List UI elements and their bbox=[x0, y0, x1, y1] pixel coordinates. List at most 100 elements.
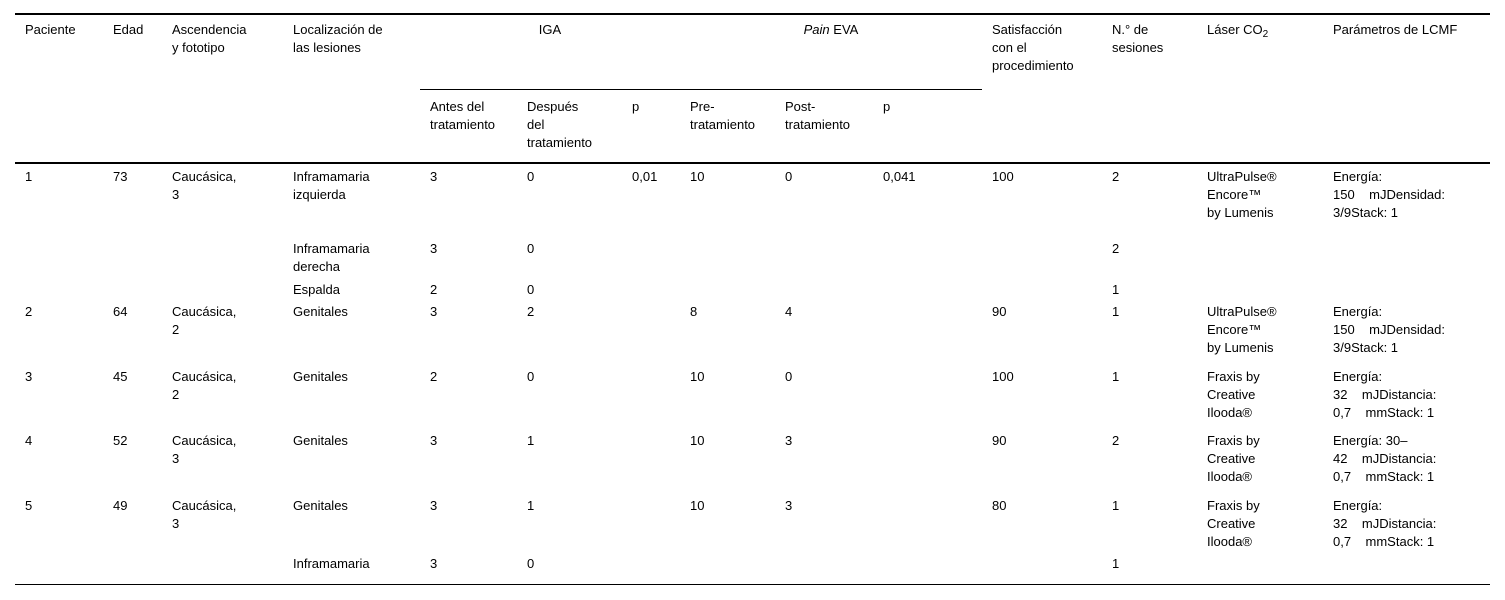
cell-eva-p bbox=[873, 428, 982, 493]
cell-iga-despues: 0 bbox=[527, 369, 535, 384]
cell-sesiones: 2 bbox=[1112, 169, 1120, 184]
cell-iga-p bbox=[622, 428, 680, 493]
laser-co2-prefix: Láser CO bbox=[1207, 22, 1263, 37]
cell-localizacion: Espalda bbox=[293, 282, 340, 297]
cell-edad: 73 bbox=[113, 169, 128, 184]
cell-paciente bbox=[15, 236, 103, 277]
cell-parametros: Energía: 32 mJDistancia: 0,7 mmStack: 1 bbox=[1333, 369, 1437, 420]
cell-paciente: 3 bbox=[25, 369, 33, 384]
table-row-patient-1-location-2: Inframamaria derecha 3 0 2 bbox=[15, 236, 1490, 277]
cell-eva-post: 4 bbox=[785, 304, 793, 319]
cell-laser: Fraxis by Creative Ilooda® bbox=[1207, 498, 1260, 549]
table-row-patient-2: 2 64 Caucásica, 2 Genitales 3 2 8 4 90 1… bbox=[15, 299, 1490, 364]
cell-parametros bbox=[1323, 236, 1490, 277]
col-header-iga-despues: Después del tratamiento bbox=[517, 89, 622, 164]
cell-parametros bbox=[1323, 277, 1490, 299]
col-header-edad: Edad bbox=[103, 14, 162, 164]
cell-sesiones: 1 bbox=[1112, 369, 1120, 384]
col-header-eva-p: p bbox=[873, 89, 982, 164]
col-header-paciente: Paciente bbox=[15, 14, 103, 164]
cell-localizacion: Inframamaria izquierda bbox=[293, 169, 370, 202]
cell-iga-despues: 0 bbox=[527, 241, 535, 256]
cell-satisfaccion bbox=[982, 277, 1102, 299]
cell-iga-despues: 1 bbox=[527, 433, 535, 448]
cell-paciente bbox=[15, 277, 103, 299]
table-row-patient-5-location-2: Inframamaria 3 0 1 bbox=[15, 551, 1490, 584]
cell-satisfaccion bbox=[982, 236, 1102, 277]
cell-eva-p bbox=[873, 299, 982, 364]
cell-laser bbox=[1197, 236, 1323, 277]
cell-laser: Fraxis by Creative Ilooda® bbox=[1207, 433, 1260, 484]
cell-parametros: Energía: 150 mJDensidad: 3/9Stack: 1 bbox=[1333, 304, 1446, 355]
cell-edad: 49 bbox=[113, 498, 128, 513]
cell-localizacion: Genitales bbox=[293, 304, 348, 319]
table-header: Paciente Edad Ascendencia y fototipo Loc… bbox=[15, 14, 1490, 164]
cell-paciente: 4 bbox=[25, 433, 33, 448]
group-header-pain-eva: Pain EVA bbox=[680, 14, 982, 90]
cell-ascendencia bbox=[162, 277, 283, 299]
cell-eva-pre bbox=[680, 236, 775, 277]
cell-laser: UltraPulse® Encore™ by Lumenis bbox=[1207, 169, 1277, 220]
cell-parametros: Energía: 30– 42 mJDistancia: 0,7 mmStack… bbox=[1333, 433, 1437, 484]
group-header-iga: IGA bbox=[420, 14, 680, 90]
cell-ascendencia: Caucásica, 2 bbox=[172, 369, 237, 402]
pain-italic-label: Pain bbox=[803, 22, 830, 37]
cell-ascendencia: Caucásica, 3 bbox=[172, 433, 237, 466]
cell-edad: 52 bbox=[113, 433, 128, 448]
cell-satisfaccion: 100 bbox=[992, 369, 1014, 384]
cell-iga-p bbox=[622, 277, 680, 299]
cell-paciente bbox=[15, 551, 103, 584]
col-header-laser-co2: Láser CO2 bbox=[1197, 14, 1323, 164]
col-header-sesiones: N.° de sesiones bbox=[1102, 14, 1197, 164]
cell-eva-post: 0 bbox=[785, 369, 793, 384]
cell-parametros bbox=[1323, 551, 1490, 584]
cell-eva-pre bbox=[680, 277, 775, 299]
cell-iga-p bbox=[622, 551, 680, 584]
cell-iga-p bbox=[622, 364, 680, 428]
cell-iga-antes: 2 bbox=[430, 369, 438, 384]
cell-localizacion: Inframamaria derecha bbox=[293, 241, 370, 274]
table-header-row-sub: Antes del tratamiento Después del tratam… bbox=[15, 89, 1490, 164]
cell-satisfaccion bbox=[982, 551, 1102, 584]
eva-label: EVA bbox=[829, 22, 859, 37]
cell-eva-pre: 10 bbox=[690, 433, 705, 448]
cell-eva-post bbox=[775, 236, 873, 277]
cell-ascendencia bbox=[162, 551, 283, 584]
cell-eva-p bbox=[873, 364, 982, 428]
table-row-patient-4: 4 52 Caucásica, 3 Genitales 3 1 10 3 90 … bbox=[15, 428, 1490, 493]
cell-iga-antes: 3 bbox=[430, 556, 438, 571]
cell-laser: UltraPulse® Encore™ by Lumenis bbox=[1207, 304, 1277, 355]
cell-eva-post bbox=[775, 277, 873, 299]
cell-parametros: Energía: 32 mJDistancia: 0,7 mmStack: 1 bbox=[1333, 498, 1437, 549]
cell-iga-despues: 0 bbox=[527, 169, 535, 184]
cell-eva-p bbox=[873, 551, 982, 584]
cell-localizacion: Genitales bbox=[293, 433, 348, 448]
cell-iga-antes: 3 bbox=[430, 169, 438, 184]
cell-paciente: 5 bbox=[25, 498, 33, 513]
cell-iga-despues: 0 bbox=[527, 556, 535, 571]
cell-satisfaccion: 80 bbox=[992, 498, 1007, 513]
cell-sesiones: 1 bbox=[1112, 282, 1120, 297]
cell-satisfaccion: 90 bbox=[992, 304, 1007, 319]
table-body: 1 73 Caucásica, 3 Inframamaria izquierda… bbox=[15, 163, 1490, 584]
cell-edad bbox=[103, 277, 162, 299]
cell-iga-p bbox=[622, 493, 680, 551]
cell-localizacion: Genitales bbox=[293, 498, 348, 513]
cell-iga-p bbox=[622, 236, 680, 277]
cell-eva-pre: 8 bbox=[690, 304, 698, 319]
cell-paciente: 1 bbox=[25, 169, 33, 184]
cell-sesiones: 2 bbox=[1112, 241, 1120, 256]
cell-edad bbox=[103, 551, 162, 584]
cell-iga-despues: 0 bbox=[527, 282, 535, 297]
cell-eva-pre: 10 bbox=[690, 369, 705, 384]
cell-edad bbox=[103, 236, 162, 277]
cell-eva-p: 0,041 bbox=[883, 169, 916, 184]
table-row-patient-3: 3 45 Caucásica, 2 Genitales 2 0 10 0 100… bbox=[15, 364, 1490, 428]
cell-ascendencia bbox=[162, 236, 283, 277]
cell-ascendencia: Caucásica, 2 bbox=[172, 304, 237, 337]
cell-eva-post: 3 bbox=[785, 433, 793, 448]
cell-iga-antes: 3 bbox=[430, 241, 438, 256]
cell-ascendencia: Caucásica, 3 bbox=[172, 169, 237, 202]
cell-iga-despues: 1 bbox=[527, 498, 535, 513]
cell-localizacion: Genitales bbox=[293, 369, 348, 384]
